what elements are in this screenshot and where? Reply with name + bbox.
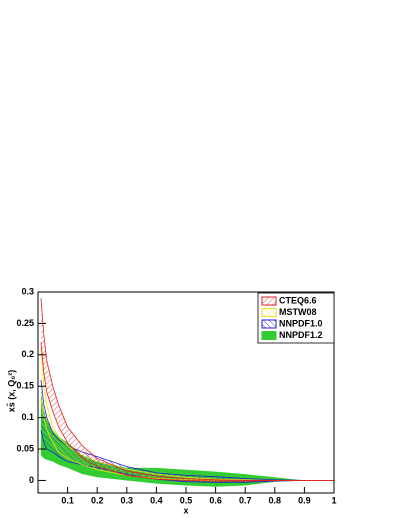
x-axis-label: x xyxy=(183,505,188,515)
y-tick-label: 0.2 xyxy=(21,349,34,359)
band-fill xyxy=(40,348,335,481)
legend-swatch xyxy=(261,331,277,340)
x-tick-label: 0.5 xyxy=(180,495,193,505)
y-tick-label: 0.1 xyxy=(21,412,34,422)
y-tick-label: 0.3 xyxy=(21,286,34,296)
y-tick-label: 0.25 xyxy=(16,318,34,328)
legend-label: MSTW08 xyxy=(279,307,317,317)
legend-swatch xyxy=(261,296,277,306)
legend-label: NNPDF1.0 xyxy=(279,318,323,328)
y-tick-label: 0 xyxy=(29,475,34,485)
band-lower-edge xyxy=(40,342,334,482)
y-tick-label: 0.15 xyxy=(16,381,34,391)
y-axis-label: xs̄ (x, Q₀²) xyxy=(6,370,16,413)
legend-swatch xyxy=(261,319,277,329)
x-tick-label: 1 xyxy=(331,495,336,505)
legend-swatch xyxy=(261,308,277,317)
legend-label: CTEQ6.6 xyxy=(279,295,317,305)
x-tick-label: 0.6 xyxy=(209,495,222,505)
x-tick-label: 0.8 xyxy=(269,495,282,505)
x-tick-label: 0.2 xyxy=(91,495,104,505)
x-tick-label: 0.4 xyxy=(150,495,163,505)
x-tick-label: 0.7 xyxy=(239,495,252,505)
x-tick-label: 0.9 xyxy=(298,495,311,505)
y-tick-label: 0.05 xyxy=(16,443,34,453)
legend-label: NNPDF1.2 xyxy=(279,330,323,340)
x-tick-label: 0.1 xyxy=(61,495,74,505)
band-fill xyxy=(40,392,335,487)
x-tick-label: 0.3 xyxy=(121,495,134,505)
